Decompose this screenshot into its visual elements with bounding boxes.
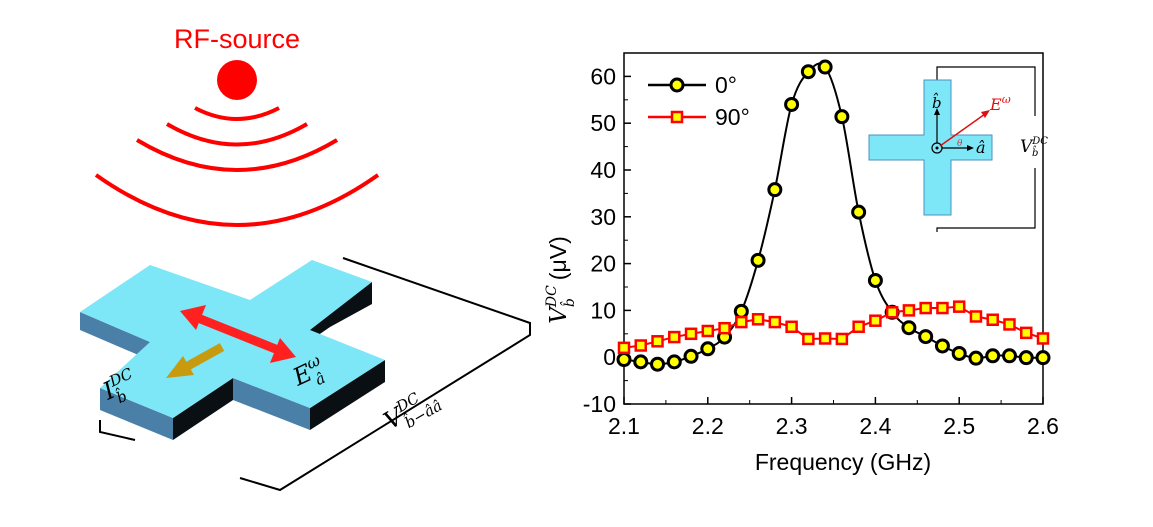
y-tick-label: 60 [590,63,616,89]
chart: 2.1 2.2 2.3 2.4 2.5 2.6 -10 0 10 20 30 40 50 60 Freq… [544,52,1059,475]
data-point-1 [651,335,664,348]
data-point-0 [918,329,934,345]
x-tick-label: 2.6 [1027,413,1059,439]
data-point-1 [768,315,782,329]
voltage-wire [239,257,531,492]
y-tick-label: 30 [590,204,616,230]
field-arrow-icon [180,305,296,363]
data-point-0 [750,252,766,268]
inset-diagram: b̂ â θ Eω VDC b̂ [868,66,1048,232]
legend-marker-0deg [669,77,685,93]
inset-field-label: Eω [989,93,1011,114]
data-point-0 [733,303,749,319]
data-point-0 [1018,350,1034,366]
x-tick-label: 2.1 [608,413,640,439]
field-arrow-inset-icon [981,110,990,118]
data-point-0 [1001,348,1017,364]
y-axis-label: VDC b̂(μV) [544,236,578,323]
data-point-1 [852,320,865,334]
data-point-1 [885,306,899,319]
y-tick-label: 40 [590,157,616,183]
data-point-0 [985,348,1001,364]
data-point-0 [817,59,833,75]
legend-label-0deg: 0° [715,72,737,98]
a-axis-arrow-icon [967,145,974,151]
rf-waves-icon [94,106,380,227]
data-point-1 [1003,318,1016,331]
schematic: RF-source [80,24,531,492]
y-tick-labels: -10 0 10 20 30 40 50 60 [583,63,616,417]
data-point-1 [1036,332,1050,345]
data-point-1 [919,301,932,315]
series-layer [616,59,1051,372]
data-point-1 [869,314,882,327]
data-point-1 [952,300,966,313]
current-arrow-icon [166,343,225,378]
data-point-0 [650,356,666,372]
y-tick-label: 10 [590,297,616,323]
data-point-0 [851,204,867,220]
y-tick-label: -10 [583,391,616,417]
y-tick-label: 20 [590,251,616,277]
data-point-1 [735,315,748,329]
data-point-0 [784,96,800,112]
data-point-1 [751,313,765,326]
theta-label: θ [957,139,963,149]
x-tick-label: 2.4 [859,413,891,439]
data-point-0 [683,348,699,364]
voltage-wire-left [99,420,136,441]
legend: 0° 90° [648,72,750,130]
axis-ticks [623,52,1044,405]
a-hat-label: â [976,138,986,157]
data-point-1 [684,327,698,341]
data-point-0 [700,341,716,357]
b-hat-label: b̂ [932,93,942,112]
rf-source-label: RF-source [174,24,300,54]
x-tick-labels: 2.1 2.2 2.3 2.4 2.5 2.6 [608,413,1059,439]
data-point-1 [668,330,681,344]
y-tick-label: 50 [590,110,616,136]
y-tick-label: 0 [603,344,616,370]
data-point-0 [767,182,783,198]
b-axis-arrow-icon [934,108,940,115]
data-point-1 [1019,326,1033,340]
data-point-1 [785,320,798,334]
voltage-label: VDCb̂−ââ [378,381,445,441]
inset-cross [868,79,993,216]
data-point-0 [1035,350,1051,366]
data-point-1 [969,310,983,323]
data-point-0 [616,352,632,368]
data-point-1 [617,341,631,355]
x-tick-label: 2.2 [692,413,724,439]
legend-label-90deg: 90° [715,104,750,130]
data-point-1 [835,332,849,346]
inset-voltage-label: VDC b̂ [1020,136,1048,159]
data-point-1 [701,324,715,338]
data-point-1 [902,304,916,317]
data-point-1 [634,339,648,352]
data-point-1 [986,313,999,327]
data-point-1 [802,332,815,346]
data-point-1 [718,321,731,335]
data-point-0 [934,338,950,354]
data-point-0 [867,272,883,288]
rf-source-icon [217,60,257,100]
x-axis-label: Frequency (GHz) [755,449,931,475]
legend-marker-90deg [670,110,684,124]
data-point-1 [818,332,832,345]
x-tick-label: 2.5 [943,413,975,439]
data-point-1 [936,301,949,315]
data-point-0 [666,354,682,370]
data-point-0 [633,354,649,370]
cross-device [80,260,385,440]
data-point-0 [901,320,917,336]
data-point-0 [951,345,967,361]
data-point-0 [834,109,850,125]
data-point-0 [968,350,984,366]
x-tick-label: 2.3 [776,413,808,439]
data-point-0 [800,64,816,80]
